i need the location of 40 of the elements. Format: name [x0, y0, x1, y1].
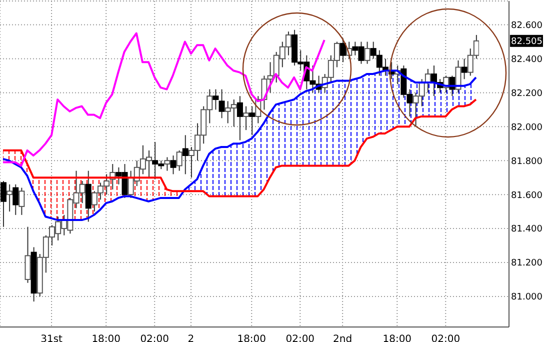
- candlestick: [0, 180, 6, 228]
- candlestick: [455, 60, 462, 94]
- y-tick-label: 81.600: [511, 190, 543, 201]
- y-tick-label: 81.200: [511, 258, 543, 269]
- y-tick-label: 82.200: [511, 88, 543, 99]
- candlestick: [236, 96, 243, 141]
- line-series: [2, 32, 326, 167]
- y-tick-label: 81.800: [511, 156, 543, 167]
- candlestick: [6, 184, 13, 212]
- candlestick: [85, 170, 92, 222]
- y-tick-label: 82.400: [511, 54, 543, 65]
- x-tick-label: 31st: [40, 334, 63, 342]
- candlestick: [164, 156, 170, 172]
- candlestick: [218, 88, 225, 119]
- candlestick: [18, 187, 25, 216]
- x-tick-label: 18:00: [92, 334, 121, 342]
- candlestick: [182, 134, 188, 175]
- text: 82.505: [511, 36, 542, 47]
- candlestick: [12, 184, 19, 216]
- x-tick-label: 02:00: [431, 334, 460, 342]
- x-tick-label: 02:00: [140, 334, 170, 342]
- candlestick: [212, 88, 219, 110]
- x-tick-label: 2nd: [333, 334, 352, 342]
- candlestick: [364, 41, 370, 64]
- candlestick: [243, 106, 250, 131]
- y-tick-label: 82.600: [511, 20, 543, 31]
- candlestick: [176, 150, 182, 172]
- x-tick-label: 2: [188, 334, 194, 342]
- x-tick-label: 18:00: [237, 334, 266, 342]
- y-tick-label: 81.000: [511, 292, 543, 303]
- line-series: [2, 98, 477, 198]
- y-tick-label: 82.000: [511, 122, 543, 133]
- candlestick: [170, 155, 176, 175]
- candlestick: [24, 226, 31, 284]
- candlestick: [249, 106, 256, 136]
- candlestick: [461, 58, 468, 80]
- candlestick: [340, 38, 346, 63]
- y-tick-label: 81.400: [511, 224, 543, 235]
- x-tick-label: 02:00: [286, 334, 315, 342]
- x-tick-label: 18:00: [382, 334, 412, 342]
